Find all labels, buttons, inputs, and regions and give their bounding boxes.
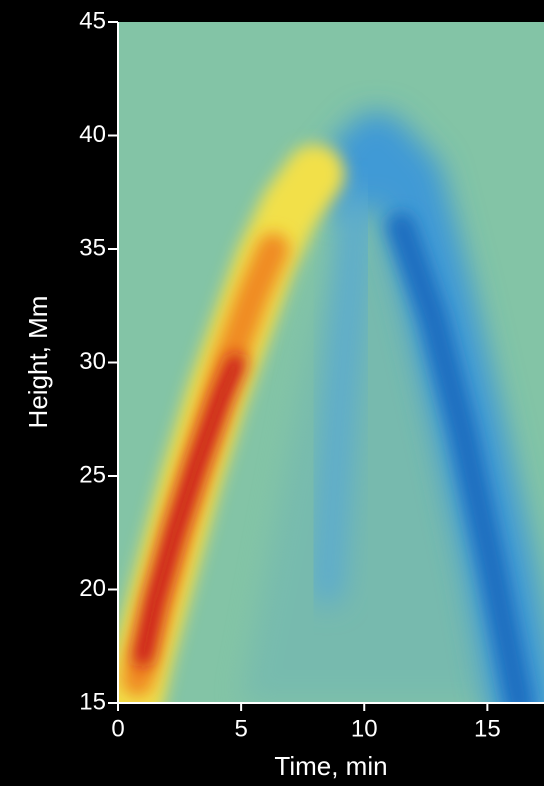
x-tick-label: 0 [111, 715, 124, 742]
x-axis-label: Time, min [274, 751, 387, 781]
y-tick-label: 20 [79, 575, 106, 602]
y-tick-label: 40 [79, 121, 106, 148]
x-tick-label: 15 [474, 715, 501, 742]
y-tick-label: 25 [79, 461, 106, 488]
y-tick-label: 30 [79, 348, 106, 375]
chart: Time, min Height, Mm 0 5 10 15 15 20 25 30 35 40 4… [0, 0, 544, 786]
x-tick-label: 10 [351, 715, 378, 742]
y-tick-label: 15 [79, 688, 106, 715]
y-tick-label: 45 [79, 7, 106, 34]
y-axis-label: Height, Mm [23, 296, 53, 429]
y-tick-label: 35 [79, 234, 106, 261]
x-tick-label: 5 [234, 715, 247, 742]
plot-area [118, 22, 544, 703]
